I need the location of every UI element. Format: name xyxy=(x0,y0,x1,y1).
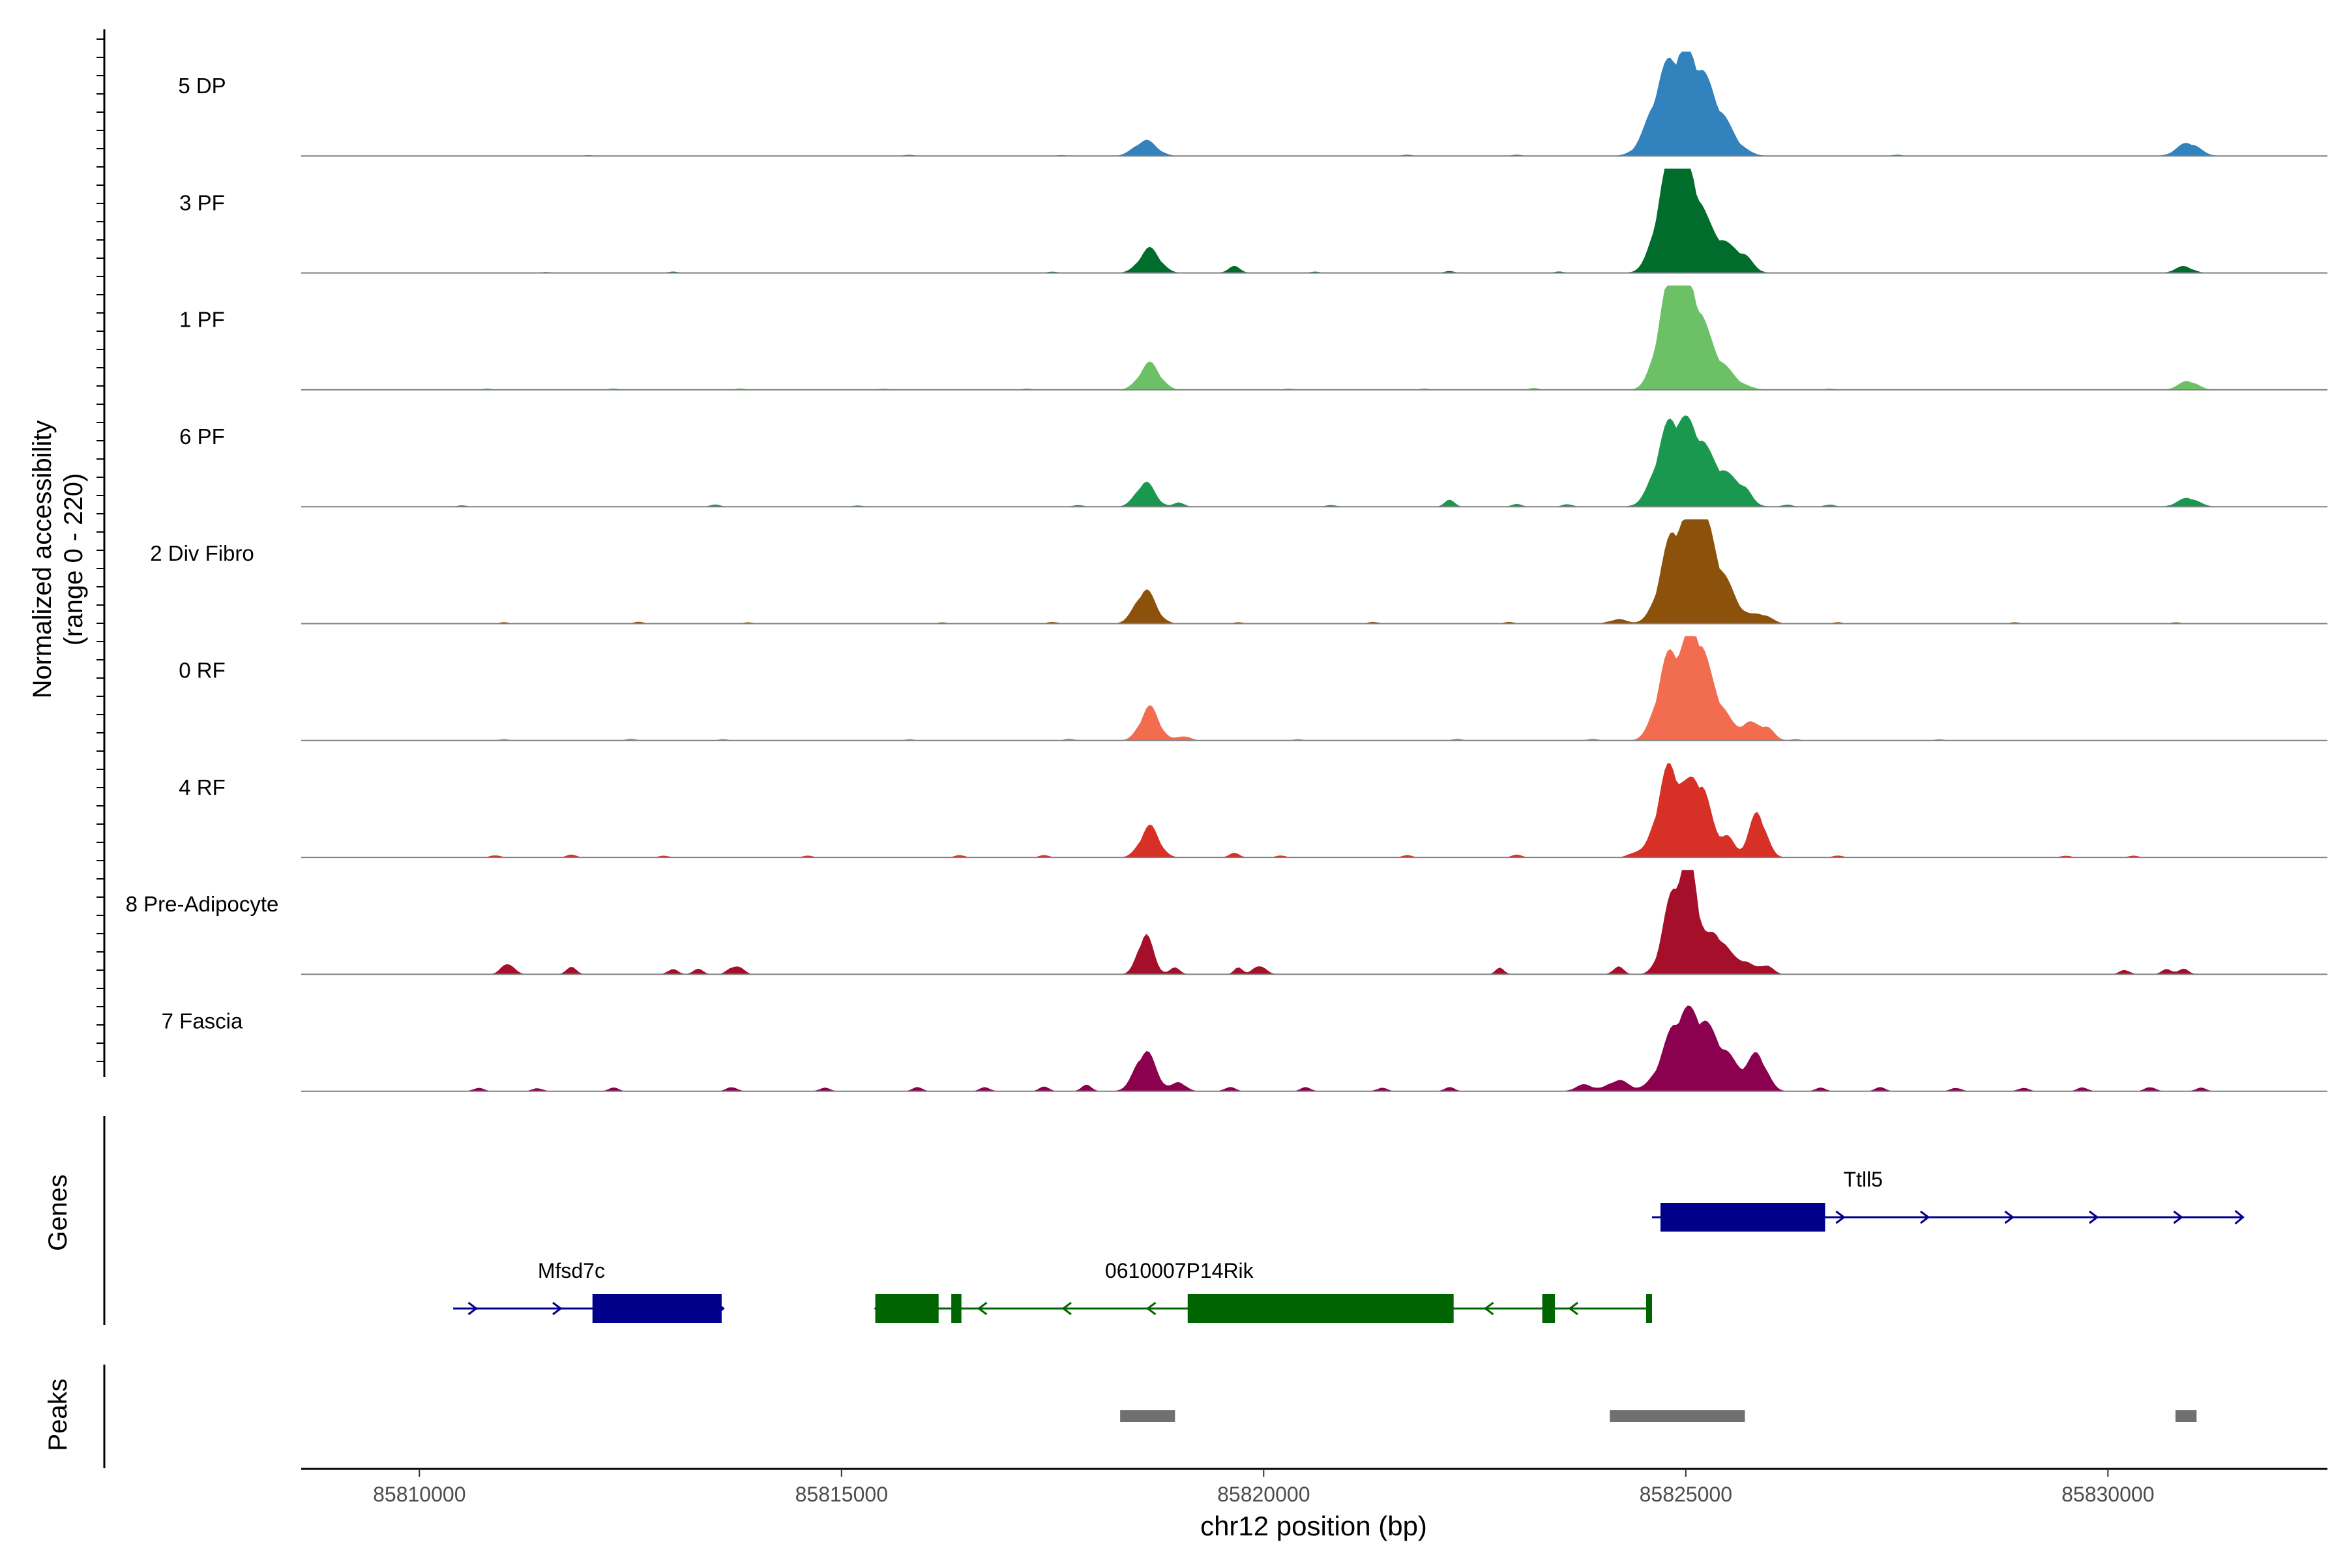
coverage-track: 5 DP xyxy=(178,52,2327,157)
coverage-track: 8 Pre-Adipocyte xyxy=(126,870,2327,975)
x-tick-label: 85815000 xyxy=(795,1483,888,1506)
strand-arrow xyxy=(2234,1209,2245,1225)
strand-arrow xyxy=(1145,1301,1157,1316)
gene-model: Mfsd7c xyxy=(453,1259,725,1323)
x-axis-label: chr12 position (bp) xyxy=(1200,1511,1427,1541)
coverage-track: 2 Div Fibro xyxy=(150,519,2327,625)
gene-exon xyxy=(951,1294,962,1323)
gene-exon xyxy=(875,1294,939,1323)
gene-model: 0610007P14Rik xyxy=(874,1259,1652,1323)
peak-region xyxy=(2175,1410,2197,1422)
gene-exon xyxy=(1646,1294,1652,1323)
coverage-track: 6 PF xyxy=(179,415,2327,508)
track-label: 8 Pre-Adipocyte xyxy=(126,892,279,916)
y-axis-label: Normalized accessibility xyxy=(28,421,57,699)
x-tick-label: 85825000 xyxy=(1640,1483,1732,1506)
x-tick-label: 85810000 xyxy=(373,1483,465,1506)
coverage-track: 1 PF xyxy=(179,285,2327,391)
strand-arrow xyxy=(2004,1210,2015,1224)
coverage-track: 0 RF xyxy=(179,636,2327,741)
track-label: 3 PF xyxy=(179,190,225,214)
peak-region xyxy=(1120,1410,1175,1422)
strand-arrow xyxy=(1919,1210,1930,1224)
strand-arrow xyxy=(1835,1210,1846,1224)
peak-region xyxy=(1610,1410,1745,1422)
y-axis-range-label: (range 0 - 220) xyxy=(59,473,88,646)
strand-arrow xyxy=(1061,1301,1072,1316)
track-label: 1 PF xyxy=(179,308,225,332)
gene-model: Ttll5 xyxy=(1652,1168,2245,1232)
gene-name-label: 0610007P14Rik xyxy=(1105,1259,1254,1282)
track-label: 6 PF xyxy=(179,424,225,449)
strand-arrow xyxy=(1483,1301,1494,1316)
strand-arrow xyxy=(552,1301,563,1316)
coverage-track: 3 PF xyxy=(179,168,2327,274)
strand-arrow xyxy=(977,1301,988,1316)
strand-arrow xyxy=(1568,1301,1578,1316)
strand-arrow xyxy=(467,1301,478,1316)
genes-panel-label: Genes xyxy=(44,1174,72,1251)
track-label: 2 Div Fibro xyxy=(150,541,254,565)
gene-exon xyxy=(1542,1294,1556,1323)
gene-exon xyxy=(1187,1294,1454,1323)
track-label: 5 DP xyxy=(178,74,226,98)
strand-arrow xyxy=(2173,1210,2183,1224)
coverage-track: 4 RF xyxy=(179,763,2327,859)
track-label: 4 RF xyxy=(179,775,226,799)
gene-exon xyxy=(1660,1203,1825,1232)
track-label: 7 Fascia xyxy=(162,1009,243,1033)
coverage-track: 7 Fascia xyxy=(162,1005,2327,1092)
x-tick-label: 85830000 xyxy=(2061,1483,2154,1506)
strand-arrow xyxy=(2088,1210,2099,1224)
peaks-panel-label: Peaks xyxy=(44,1378,72,1451)
gene-name-label: Mfsd7c xyxy=(538,1259,605,1282)
gene-exon xyxy=(592,1294,722,1323)
x-tick-label: 85820000 xyxy=(1217,1483,1310,1506)
gene-name-label: Ttll5 xyxy=(1844,1168,1883,1191)
track-label: 0 RF xyxy=(179,658,226,683)
